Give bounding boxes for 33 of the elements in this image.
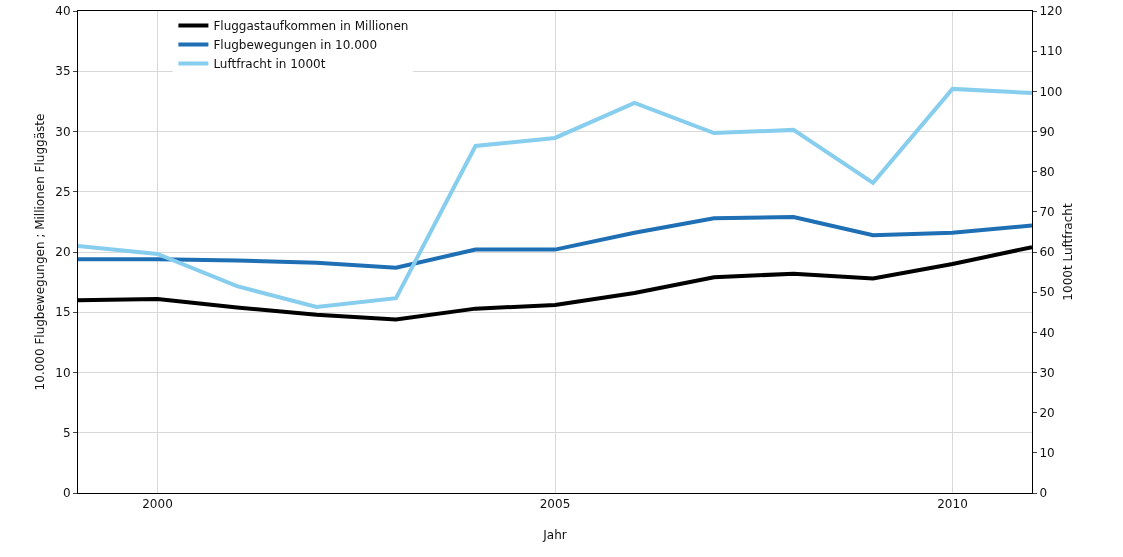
y-tick-label: 15 bbox=[55, 305, 71, 320]
x-tick-label: 2005 bbox=[539, 497, 571, 512]
y2-tick-label: 80 bbox=[1039, 164, 1055, 179]
y-tick-label: 10 bbox=[55, 365, 71, 380]
y2-tick-label: 70 bbox=[1039, 205, 1055, 220]
y-tick-label: 0 bbox=[62, 486, 71, 501]
x-tick-label: 2000 bbox=[142, 497, 173, 512]
y2-tick-label: 120 bbox=[1039, 4, 1063, 19]
line-series bbox=[78, 215, 1032, 270]
y-axis-title: 10.000 Flugbewegungen ; Millionen Fluggäste bbox=[33, 113, 47, 391]
y-tick-label: 30 bbox=[55, 124, 71, 139]
legend-label: Luftfracht in 1000t bbox=[213, 57, 326, 72]
y2-tick-label: 30 bbox=[1039, 365, 1055, 380]
y-tick-label: 35 bbox=[55, 64, 71, 79]
y2-tick-label: 20 bbox=[1039, 405, 1055, 420]
y2-tick-label: 90 bbox=[1039, 124, 1055, 139]
y-tick-label: 20 bbox=[55, 245, 71, 260]
y2-tick-label: 100 bbox=[1039, 84, 1063, 99]
y-tick-label: 5 bbox=[62, 425, 71, 440]
y-tick-label: 40 bbox=[55, 4, 71, 19]
x-tick-label: 2010 bbox=[937, 497, 968, 512]
y2-tick-label: 60 bbox=[1039, 245, 1055, 260]
legend-label: Fluggastaufkommen in Millionen bbox=[213, 19, 409, 34]
x-axis-title: Jahr bbox=[542, 528, 567, 543]
y2-tick-label: 0 bbox=[1039, 486, 1048, 501]
line-series bbox=[78, 86, 1032, 310]
legend-label: Flugbewegungen in 10.000 bbox=[213, 38, 378, 53]
y2-tick-label: 40 bbox=[1039, 325, 1055, 340]
y2-axis-title: 1000t Luftfracht bbox=[1061, 203, 1075, 301]
y-tick-label: 25 bbox=[55, 184, 71, 199]
y2-tick-label: 10 bbox=[1039, 446, 1055, 461]
y2-tick-label: 110 bbox=[1039, 44, 1063, 59]
y2-tick-label: 50 bbox=[1039, 285, 1055, 300]
